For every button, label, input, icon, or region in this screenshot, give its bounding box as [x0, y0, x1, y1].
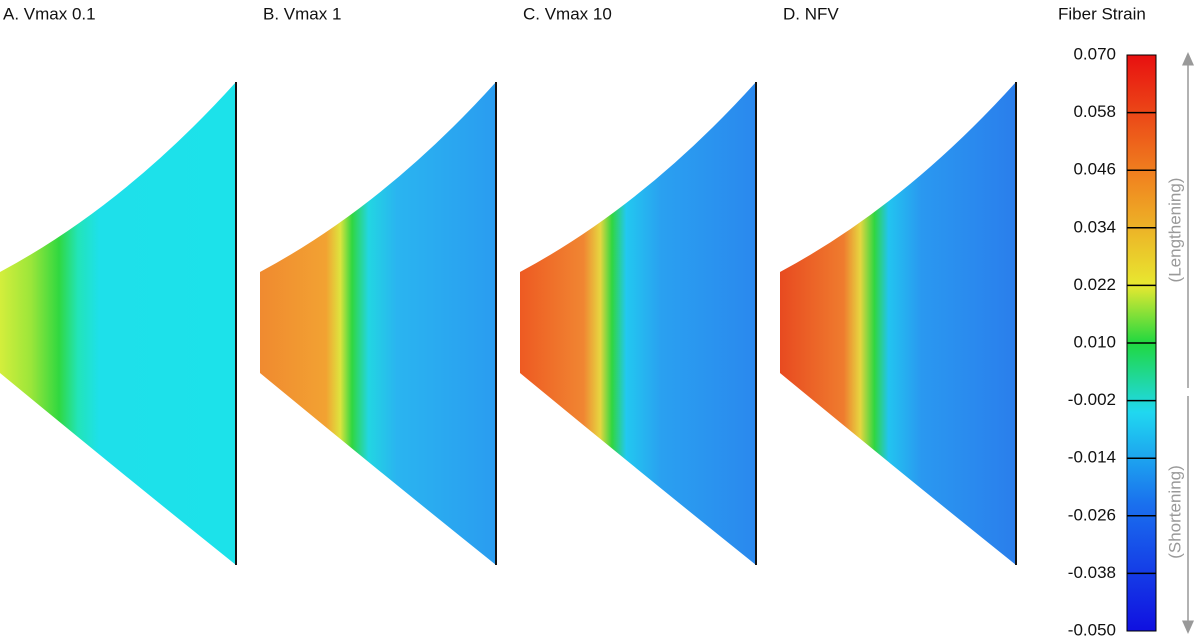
strain-map [0, 82, 236, 565]
tick-label: 0.058 [1073, 102, 1116, 121]
panel: C. Vmax 10 [520, 4, 757, 565]
shortening-note: (Shortening) [1165, 465, 1184, 559]
tick-label: 0.046 [1073, 160, 1116, 179]
tick-label: 0.022 [1073, 275, 1116, 294]
tick-label: -0.050 [1068, 620, 1116, 639]
panel-title: A. Vmax 0.1 [3, 4, 96, 23]
strain-map [260, 82, 496, 565]
panels: A. Vmax 0.1 B. Vmax 1 C. Vmax 10 D. NFV [0, 4, 1017, 565]
colorbar-ticks: 0.070 0.058 0.046 0.034 0.022 0.010 -0.002 -0.0… [1068, 44, 1156, 639]
strain-map [780, 82, 1016, 565]
panel: D. NFV [780, 4, 1017, 565]
tick-label: 0.070 [1073, 44, 1116, 63]
panel-title: B. Vmax 1 [263, 4, 341, 23]
tick-label: -0.014 [1068, 448, 1116, 467]
panel: B. Vmax 1 [260, 4, 497, 565]
panel: A. Vmax 0.1 [0, 4, 237, 565]
panel-title: D. NFV [783, 4, 839, 23]
tick-label: 0.034 [1073, 217, 1116, 236]
tick-label: 0.010 [1073, 332, 1116, 351]
tick-label: -0.002 [1068, 390, 1116, 409]
tick-label: -0.038 [1068, 563, 1116, 582]
tick-label: -0.026 [1068, 505, 1116, 524]
lengthening-note: (Lengthening) [1165, 178, 1184, 283]
colorbar-title: Fiber Strain [1058, 4, 1146, 23]
strain-map [520, 82, 756, 565]
panel-title: C. Vmax 10 [523, 4, 612, 23]
